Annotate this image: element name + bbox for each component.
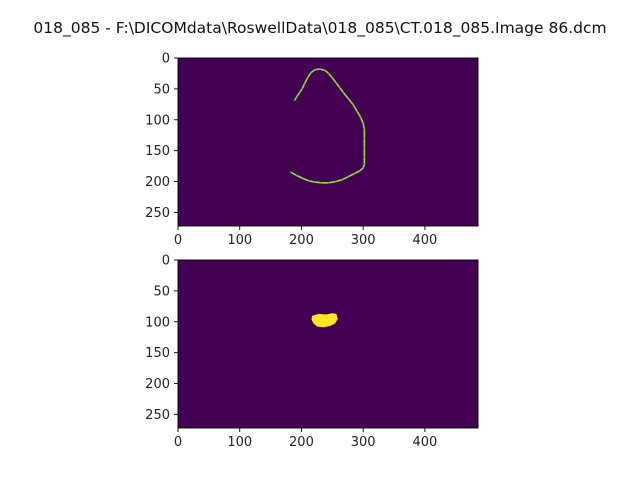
y-tick-label: 250 bbox=[145, 206, 170, 221]
x-tick-label: 0 bbox=[174, 233, 182, 248]
contour-point bbox=[342, 91, 345, 94]
contour-point bbox=[295, 174, 298, 177]
contour-point bbox=[356, 110, 358, 112]
y-tick-label: 250 bbox=[145, 408, 170, 423]
contour-point bbox=[362, 167, 364, 169]
y-tick-label: 100 bbox=[145, 113, 170, 128]
mask-region bbox=[311, 313, 338, 328]
contour-point bbox=[363, 163, 366, 166]
x-tick-label: 100 bbox=[227, 233, 252, 248]
contour-point bbox=[335, 180, 337, 183]
contour-point bbox=[319, 68, 321, 70]
y-tick-label: 150 bbox=[145, 346, 170, 361]
contour-point bbox=[301, 177, 304, 180]
contour-point bbox=[335, 81, 337, 84]
contour-point bbox=[309, 72, 312, 74]
x-tick-label: 300 bbox=[351, 233, 376, 248]
y-tick-label: 0 bbox=[162, 254, 170, 269]
contour-point bbox=[290, 171, 292, 174]
contour-point bbox=[308, 180, 310, 182]
contour-point bbox=[353, 172, 356, 175]
x-tick-label: 0 bbox=[174, 435, 182, 450]
contour-outline bbox=[290, 68, 366, 184]
contour-point bbox=[363, 146, 366, 149]
contour-point bbox=[358, 170, 361, 172]
x-tick-label: 300 bbox=[351, 435, 376, 450]
contour-point bbox=[362, 122, 364, 125]
contour-point bbox=[306, 76, 309, 79]
contour-point bbox=[301, 88, 303, 90]
x-tick-label: 200 bbox=[289, 435, 314, 450]
contour-point bbox=[347, 97, 350, 100]
axes-frame bbox=[177, 57, 479, 227]
contour-point bbox=[347, 175, 350, 178]
x-tick-label: 100 bbox=[227, 435, 252, 450]
contour-point bbox=[331, 76, 334, 79]
contour-point bbox=[320, 181, 323, 184]
y-tick-label: 50 bbox=[153, 284, 170, 299]
contour-point bbox=[327, 72, 330, 75]
y-tick-label: 200 bbox=[145, 377, 170, 392]
figure-title: 018_085 - F:\DICOMdata\RoswellData\018_0… bbox=[33, 19, 607, 37]
contour-point bbox=[341, 178, 343, 181]
y-tick-label: 200 bbox=[145, 175, 170, 190]
x-tick-label: 400 bbox=[412, 233, 437, 248]
subplot-top-image: 0 100 200 300 400 0 50 100 150 200 250 bbox=[145, 52, 479, 248]
contour-point bbox=[352, 104, 355, 106]
contour-point bbox=[293, 99, 296, 101]
y-tick-label: 0 bbox=[162, 52, 170, 67]
x-tick-label: 400 bbox=[412, 435, 437, 450]
contour-point bbox=[338, 86, 341, 89]
contour-point bbox=[327, 181, 330, 184]
contour-point bbox=[314, 68, 316, 71]
contour-point bbox=[363, 137, 366, 140]
subplot-bottom-image: 0 100 200 300 400 0 50 100 150 200 250 bbox=[145, 254, 479, 450]
x-tick-label: 200 bbox=[289, 233, 314, 248]
contour-point bbox=[314, 181, 316, 183]
y-tick-label: 100 bbox=[145, 315, 170, 330]
contour-point bbox=[359, 116, 362, 119]
image-background bbox=[178, 58, 478, 226]
contour-point bbox=[303, 83, 306, 85]
contour-point bbox=[363, 156, 366, 158]
contour-point bbox=[324, 69, 326, 72]
contour-point bbox=[363, 128, 366, 130]
contour-point bbox=[296, 95, 298, 98]
y-tick-label: 150 bbox=[145, 144, 170, 159]
y-tick-label: 50 bbox=[153, 82, 170, 97]
axes-frame bbox=[177, 259, 479, 429]
image-background bbox=[178, 260, 478, 428]
contour-point bbox=[298, 91, 301, 94]
